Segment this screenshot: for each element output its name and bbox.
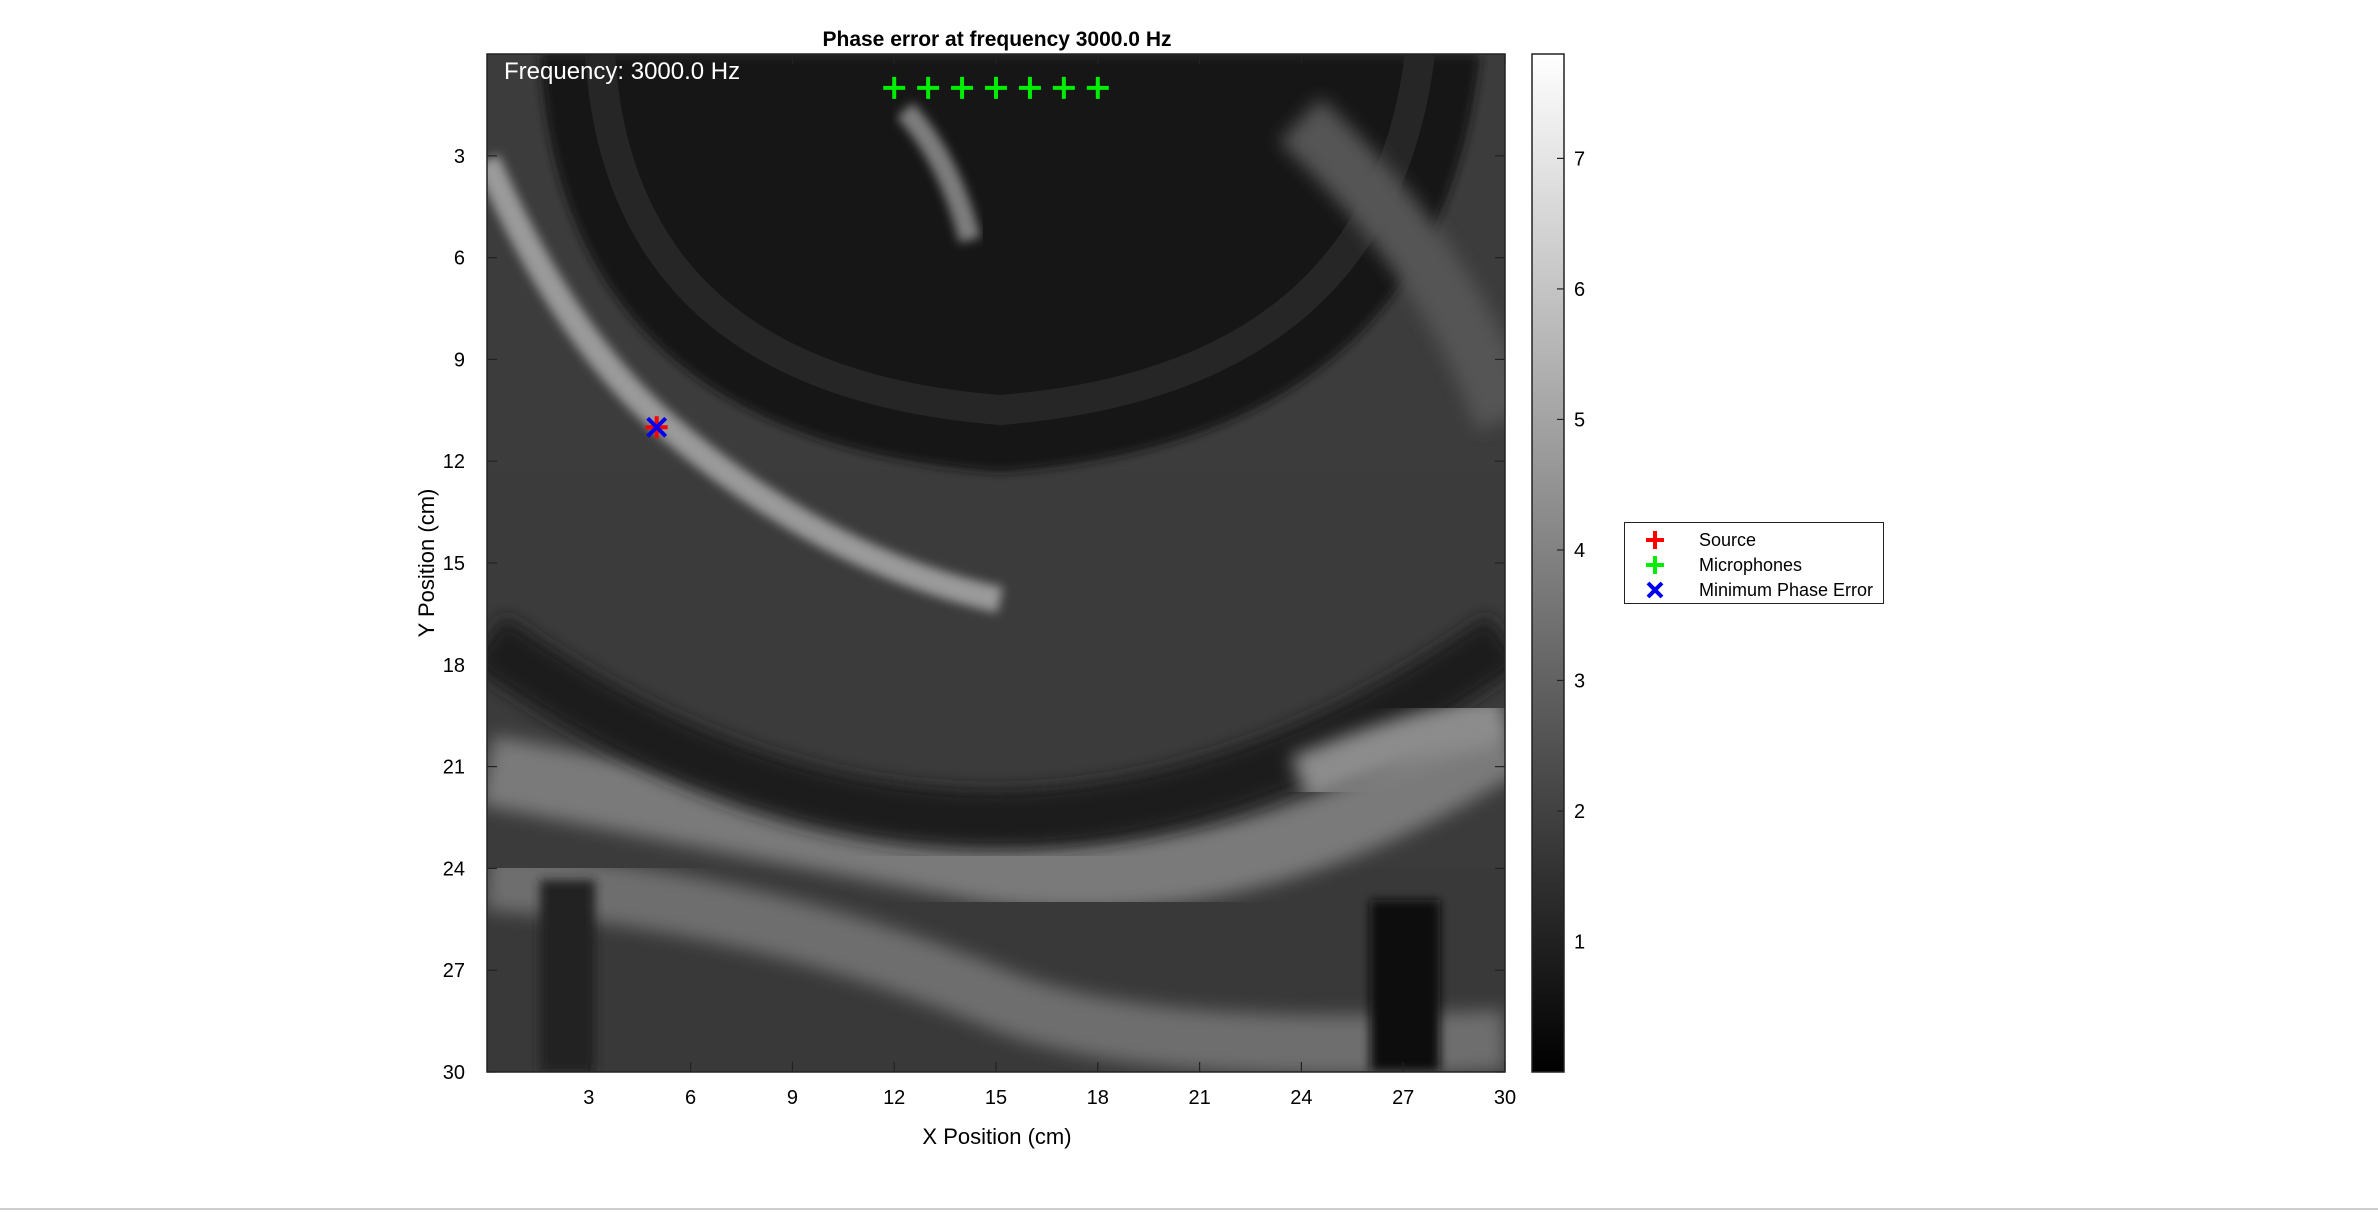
legend-label-source: Source — [1699, 530, 1757, 550]
x-axis-ticks: 3 6 9 12 15 18 21 24 27 30 — [583, 54, 1516, 1109]
heatmap-middle-right-bright — [1290, 695, 1505, 804]
y-tick-label: 27 — [443, 960, 465, 982]
colorbar — [1531, 53, 1565, 1073]
microphone-marker — [1052, 76, 1075, 99]
y-tick-label: 15 — [443, 553, 465, 575]
window-bottom-border — [0, 1208, 2378, 1210]
heatmap-upper-right-glow — [1279, 98, 1505, 430]
legend-label-minimum-phase-error: Minimum Phase Error — [1699, 580, 1874, 600]
colorbar-tick-label: 3 — [1574, 670, 1585, 692]
x-tick-label: 3 — [583, 1087, 594, 1109]
x-tick-label: 6 — [685, 1087, 696, 1109]
data-markers — [645, 76, 1109, 439]
legend-label-microphones: Microphones — [1699, 555, 1803, 575]
colorbar-tick-label: 6 — [1574, 279, 1585, 301]
phase-error-heatmap — [487, 54, 1505, 1072]
y-axis-label: Y Position (cm) — [414, 489, 439, 638]
y-axis-ticks: 3 6 9 12 15 18 21 24 27 30 — [443, 146, 1505, 1084]
source-marker-icon — [1646, 531, 1664, 549]
x-tick-label: 24 — [1290, 1087, 1312, 1109]
y-tick-label: 18 — [443, 655, 465, 677]
chart-title: Phase error at frequency 3000.0 Hz — [822, 28, 1171, 51]
y-tick-label: 3 — [454, 146, 465, 168]
x-tick-label: 21 — [1188, 1087, 1210, 1109]
frequency-annotation: Frequency: 3000.0 Hz — [504, 58, 740, 85]
heatmap-upper-ridge — [896, 102, 981, 243]
colorbar-tick-label: 4 — [1574, 540, 1585, 562]
y-tick-label: 30 — [443, 1062, 465, 1084]
x-tick-label: 15 — [985, 1087, 1007, 1109]
y-tick-label: 9 — [454, 349, 465, 371]
x-tick-label: 30 — [1494, 1087, 1516, 1109]
x-tick-label: 18 — [1087, 1087, 1109, 1109]
y-tick-label: 21 — [443, 757, 465, 779]
x-tick-label: 27 — [1392, 1087, 1414, 1109]
legend: Source Microphones Minimum Phase Error — [1624, 522, 1884, 604]
legend-entry-microphones: Microphones — [1625, 553, 1883, 577]
heatmap-lower-bright-curve — [487, 850, 1505, 1072]
colorbar-tick-label: 7 — [1574, 148, 1585, 170]
heatmap-upper-left-arc — [487, 154, 1003, 613]
minimum-phase-error-marker-icon — [1646, 581, 1664, 599]
y-tick-label: 12 — [443, 451, 465, 473]
colorbar-tick-label: 5 — [1574, 409, 1585, 431]
colorbar-tick-label: 1 — [1574, 931, 1585, 953]
heatmap-lower-dark-strip-left — [540, 880, 595, 1072]
microphone-marker — [985, 76, 1007, 99]
x-tick-label: 12 — [883, 1087, 905, 1109]
y-tick-label: 24 — [443, 858, 465, 880]
microphone-marker — [1018, 76, 1041, 99]
heatmap-middle-bright-curve — [487, 710, 1505, 910]
legend-entry-minimum-phase-error: Minimum Phase Error — [1625, 578, 1883, 602]
heatmap-middle-dark-arc — [487, 615, 1505, 850]
legend-entry-source: Source — [1625, 528, 1883, 552]
x-tick-label: 9 — [787, 1087, 798, 1109]
heatmap-upper-bowl-rings — [585, 54, 1435, 426]
y-tick-label: 6 — [454, 248, 465, 270]
colorbar-ticks: 1 2 3 4 5 6 7 — [1557, 148, 1585, 953]
microphone-marker — [951, 76, 974, 99]
heatmap-lower-dark-strip-right — [1370, 900, 1440, 1072]
microphone-marker — [917, 76, 940, 99]
x-axis-label: X Position (cm) — [922, 1124, 1071, 1149]
minimum-phase-error-marker — [646, 416, 668, 438]
colorbar-tick-label: 2 — [1574, 801, 1585, 823]
microphone-marker — [1086, 76, 1109, 99]
microphone-marker — [883, 76, 906, 99]
microphone-marker-icon — [1646, 556, 1664, 574]
